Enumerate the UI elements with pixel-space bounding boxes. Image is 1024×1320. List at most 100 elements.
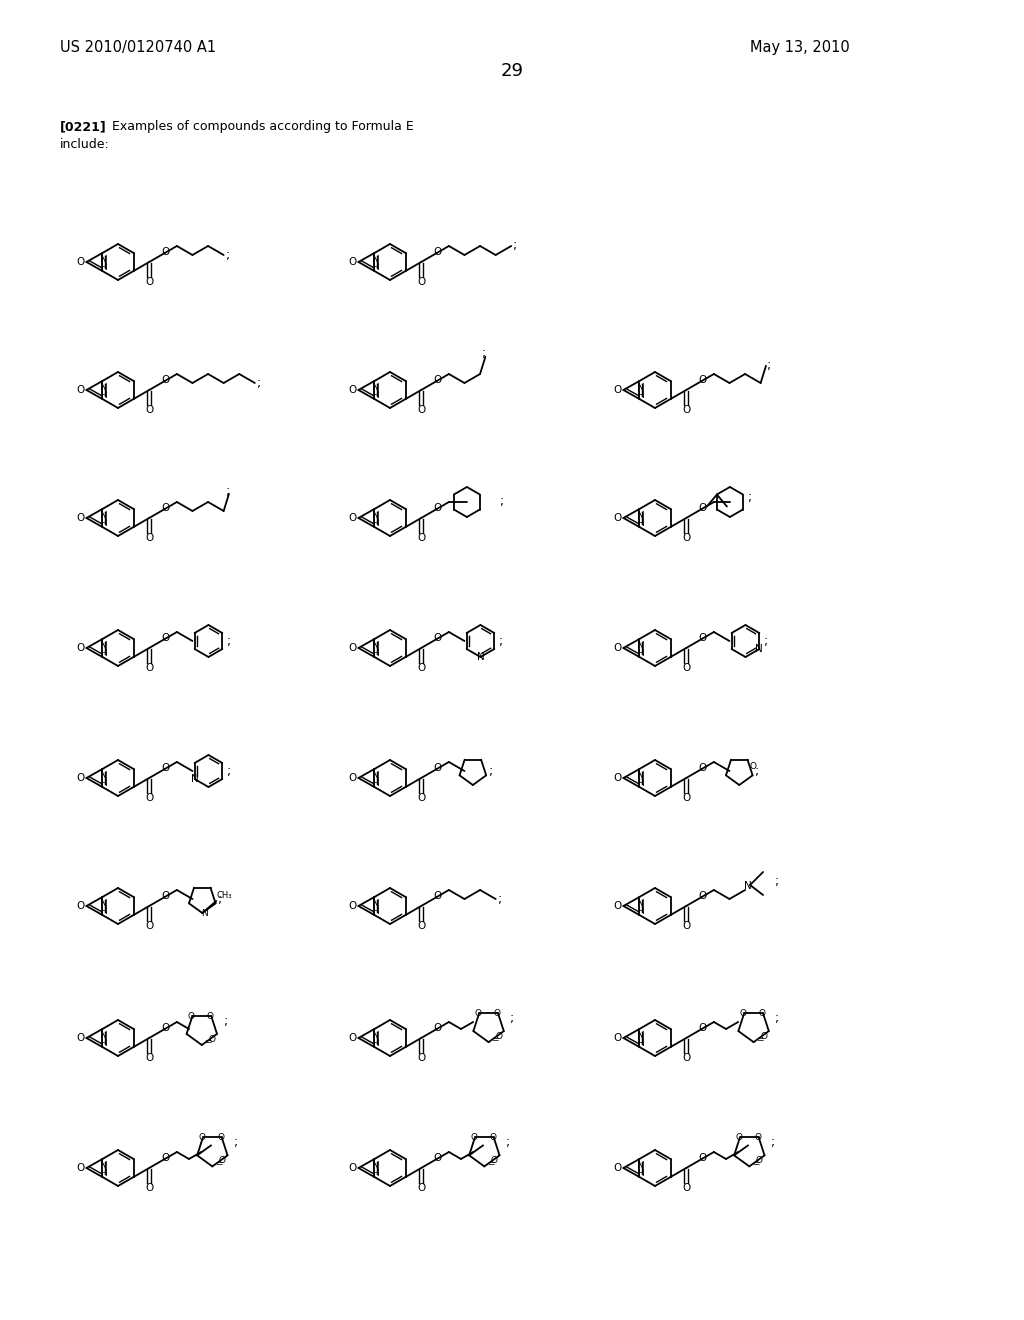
Text: H: H: [100, 392, 106, 400]
Text: N: N: [756, 644, 763, 653]
Text: H: H: [100, 1040, 106, 1048]
Text: O: O: [348, 902, 356, 911]
Text: O: O: [613, 385, 622, 395]
Text: ;: ;: [764, 635, 769, 648]
Text: O: O: [750, 762, 756, 771]
Text: N: N: [190, 774, 199, 784]
Text: N: N: [744, 880, 752, 891]
Text: ;: ;: [513, 239, 517, 252]
Text: O: O: [613, 1034, 622, 1043]
Text: O: O: [162, 247, 170, 257]
Text: ;: ;: [225, 248, 229, 261]
Text: O: O: [682, 663, 690, 673]
Text: include:: include:: [60, 139, 110, 150]
Text: N: N: [372, 1162, 379, 1171]
Text: N: N: [372, 642, 379, 651]
Text: O: O: [219, 1156, 226, 1166]
Text: CH₃: CH₃: [216, 891, 231, 899]
Text: O: O: [682, 921, 690, 931]
Text: =: =: [756, 1035, 763, 1044]
Text: O: O: [76, 902, 85, 911]
Text: O: O: [417, 1183, 425, 1193]
Text: =: =: [490, 1035, 499, 1044]
Text: O: O: [348, 385, 356, 395]
Text: O: O: [433, 1152, 442, 1163]
Text: O: O: [348, 774, 356, 783]
Text: H: H: [100, 1170, 106, 1179]
Text: O: O: [682, 793, 690, 803]
Text: O: O: [145, 405, 154, 414]
Text: O: O: [417, 1053, 425, 1063]
Text: O: O: [76, 774, 85, 783]
Text: O: O: [162, 763, 170, 774]
Text: ;: ;: [227, 764, 231, 777]
Text: =: =: [204, 1038, 212, 1047]
Text: H: H: [100, 649, 106, 659]
Text: N: N: [372, 511, 379, 521]
Text: N: N: [201, 908, 208, 917]
Text: O: O: [162, 1023, 170, 1034]
Text: O: O: [489, 1133, 497, 1142]
Text: O: O: [735, 1133, 742, 1142]
Text: N: N: [99, 511, 108, 521]
Text: H: H: [100, 264, 106, 272]
Text: ;: ;: [257, 376, 261, 389]
Text: O: O: [698, 1023, 707, 1034]
Text: O: O: [217, 1133, 224, 1142]
Text: ;: ;: [775, 1011, 779, 1024]
Text: ;: ;: [767, 359, 771, 372]
Text: N: N: [637, 642, 644, 651]
Text: ;: ;: [755, 764, 760, 777]
Text: H: H: [372, 908, 379, 916]
Text: O: O: [698, 891, 707, 902]
Text: O: O: [417, 793, 425, 803]
Text: O: O: [145, 921, 154, 931]
Text: H: H: [100, 780, 106, 788]
Text: H: H: [637, 649, 644, 659]
Text: ;: ;: [218, 892, 222, 906]
Text: O: O: [698, 763, 707, 774]
Text: ;: ;: [500, 635, 504, 648]
Text: O: O: [417, 277, 425, 286]
Text: N: N: [99, 255, 108, 265]
Text: ;: ;: [223, 1015, 228, 1027]
Text: =: =: [215, 1159, 222, 1168]
Text: O: O: [682, 405, 690, 414]
Text: O: O: [613, 774, 622, 783]
Text: O: O: [348, 513, 356, 523]
Text: O: O: [145, 277, 154, 286]
Text: O: O: [145, 533, 154, 543]
Text: O: O: [417, 533, 425, 543]
Text: H: H: [637, 780, 644, 788]
Text: O: O: [433, 247, 442, 257]
Text: O: O: [348, 1034, 356, 1043]
Text: O: O: [207, 1011, 214, 1020]
Text: H: H: [637, 1040, 644, 1048]
Text: O: O: [348, 643, 356, 653]
Text: ;: ;: [488, 764, 493, 777]
Text: H: H: [100, 908, 106, 916]
Text: O: O: [162, 1152, 170, 1163]
Text: N: N: [99, 642, 108, 651]
Text: ;: ;: [227, 635, 231, 648]
Text: N: N: [99, 899, 108, 909]
Text: O: O: [698, 1152, 707, 1163]
Text: ;: ;: [500, 495, 504, 508]
Text: O: O: [756, 1156, 763, 1166]
Text: O: O: [433, 763, 442, 774]
Text: Examples of compounds according to Formula E: Examples of compounds according to Formu…: [112, 120, 414, 133]
Text: O: O: [145, 663, 154, 673]
Text: O: O: [145, 1053, 154, 1063]
Text: N: N: [637, 1031, 644, 1041]
Text: O: O: [433, 891, 442, 902]
Text: O: O: [348, 1163, 356, 1173]
Text: H: H: [372, 1040, 379, 1048]
Text: O: O: [76, 513, 85, 523]
Text: N: N: [476, 652, 484, 663]
Text: N: N: [372, 899, 379, 909]
Text: O: O: [76, 1034, 85, 1043]
Text: O: O: [495, 1032, 502, 1040]
Text: ;: ;: [775, 875, 779, 888]
Text: N: N: [372, 1031, 379, 1041]
Text: O: O: [760, 1032, 767, 1040]
